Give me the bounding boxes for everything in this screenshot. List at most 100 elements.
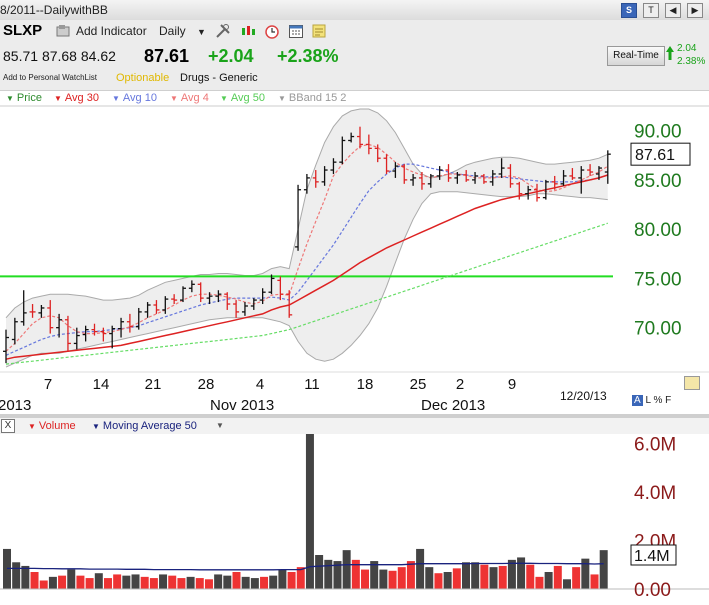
volume-bar bbox=[241, 576, 250, 589]
price-bar bbox=[427, 173, 434, 188]
price-bar bbox=[525, 185, 532, 200]
panel-divider[interactable] bbox=[0, 414, 709, 418]
calendar-icon[interactable] bbox=[288, 23, 304, 39]
chevron-down-icon: ▼ bbox=[92, 422, 100, 431]
volume-bar bbox=[342, 550, 351, 589]
last-volume-box bbox=[630, 544, 677, 566]
pencil-icon[interactable] bbox=[684, 376, 700, 390]
volume-bar bbox=[535, 576, 544, 589]
price-bar bbox=[498, 158, 505, 178]
chart-settings-title[interactable]: 8/2011--DailywithBB bbox=[0, 3, 108, 17]
legend-avg30-label: Avg 30 bbox=[64, 92, 99, 104]
last-price-box bbox=[630, 142, 691, 166]
add-indicator-button[interactable]: Add Indicator bbox=[76, 24, 147, 38]
volume-bar bbox=[168, 575, 177, 589]
volume-bar bbox=[177, 578, 186, 589]
scale-a-button[interactable]: A bbox=[632, 395, 643, 406]
chevron-down-icon[interactable]: ▼ bbox=[216, 421, 224, 430]
volume-toolbar: X ▼ Volume ▼ Moving Average 50 ▼ bbox=[0, 418, 709, 434]
price-bar bbox=[383, 154, 390, 174]
chevron-down-icon: ▼ bbox=[278, 94, 286, 103]
chevron-down-icon[interactable]: ▼ bbox=[197, 27, 206, 37]
symbol-label[interactable]: SLXP bbox=[3, 22, 43, 39]
last-volume-label: 1.4M bbox=[634, 548, 670, 565]
avg30-line bbox=[5, 174, 609, 360]
add-indicator-icon[interactable] bbox=[55, 23, 71, 39]
volume-bar bbox=[140, 576, 149, 589]
legend-avg4[interactable]: ▼ Avg 4 bbox=[170, 92, 209, 104]
volume-bar bbox=[388, 570, 397, 589]
price-bar bbox=[64, 315, 71, 352]
date-axis-tick-label: 18 bbox=[357, 376, 374, 393]
overlay-legend: ▼ Price ▼ Avg 30 ▼ Avg 10 ▼ Avg 4 ▼ Avg 50 ▼ B… bbox=[0, 90, 709, 106]
share-button[interactable]: S bbox=[621, 3, 637, 18]
ma-legend[interactable]: ▼ Moving Average 50 bbox=[92, 420, 197, 432]
price-bar bbox=[188, 280, 195, 293]
close-icon[interactable]: X bbox=[1, 419, 15, 433]
scale-l-button[interactable]: L bbox=[645, 395, 651, 406]
ohl-values: 85.71 87.68 84.62 bbox=[3, 48, 116, 64]
tools-icon[interactable] bbox=[215, 23, 231, 39]
price-bar bbox=[480, 173, 487, 184]
date-axis-tick-label: 14 bbox=[93, 376, 110, 393]
date-axis-tick-label: 4 bbox=[256, 376, 264, 393]
volume-bar bbox=[85, 578, 94, 589]
volume-axis-tick-label: 0.00 bbox=[634, 580, 671, 601]
realtime-button[interactable]: Real-Time bbox=[607, 46, 665, 66]
price-bar bbox=[595, 166, 602, 180]
volume-bar bbox=[223, 575, 232, 589]
window-buttons: S T ◀ ▶ bbox=[621, 3, 703, 18]
alarm-clock-icon[interactable] bbox=[264, 23, 280, 39]
date-axis-tick-label: 11 bbox=[304, 376, 320, 393]
volume-bar bbox=[471, 562, 480, 589]
volume-bar bbox=[333, 561, 342, 589]
price-bar bbox=[295, 184, 302, 251]
volume-legend[interactable]: ▼ Volume bbox=[28, 420, 76, 432]
volume-bar bbox=[76, 575, 85, 589]
industry-label: Drugs - Generic bbox=[180, 72, 258, 84]
price-bar bbox=[516, 181, 523, 200]
volume-bar bbox=[351, 559, 360, 589]
scale-percent-button[interactable]: % bbox=[653, 395, 663, 406]
note-icon[interactable] bbox=[311, 23, 327, 39]
price-bar bbox=[3, 329, 9, 364]
price-bar bbox=[551, 175, 558, 190]
price-bar bbox=[560, 170, 567, 186]
price-bar bbox=[250, 298, 257, 310]
volume-bar bbox=[296, 567, 305, 589]
volume-bar bbox=[315, 555, 324, 589]
add-to-watchlist-link[interactable]: Add to Personal WatchList bbox=[3, 73, 97, 82]
legend-bband[interactable]: ▼ BBand 15 2 bbox=[278, 92, 346, 104]
price-bar bbox=[91, 323, 98, 336]
period-dropdown[interactable]: Daily bbox=[159, 24, 186, 38]
toolbar-toggle-button[interactable]: T bbox=[643, 3, 659, 18]
price-bar bbox=[357, 126, 363, 149]
volume-bar bbox=[113, 574, 122, 589]
candlestick-icon[interactable] bbox=[240, 23, 256, 39]
legend-avg30[interactable]: ▼ Avg 30 bbox=[54, 92, 99, 104]
legend-avg10[interactable]: ▼ Avg 10 bbox=[112, 92, 157, 104]
price-bar bbox=[454, 172, 461, 184]
chevron-down-icon: ▼ bbox=[220, 94, 228, 103]
price-bar bbox=[47, 300, 54, 334]
volume-bar bbox=[48, 576, 57, 589]
price-bar bbox=[587, 164, 594, 176]
realtime-change-percent: 2.38% bbox=[677, 56, 706, 67]
volume-bar bbox=[562, 579, 571, 589]
bband-lower-line bbox=[5, 191, 608, 368]
volume-bar bbox=[159, 574, 168, 589]
forward-button[interactable]: ▶ bbox=[687, 3, 703, 18]
price-bar bbox=[348, 132, 355, 143]
last-price: 87.61 bbox=[144, 46, 190, 66]
price-bar bbox=[410, 173, 417, 186]
back-button[interactable]: ◀ bbox=[665, 3, 681, 18]
price-bar bbox=[180, 286, 186, 303]
price-bar bbox=[259, 288, 266, 305]
quote-panel: 85.71 87.68 84.62 87.61 +2.04 +2.38% Add… bbox=[0, 42, 709, 91]
price-bar bbox=[241, 302, 248, 316]
legend-avg50[interactable]: ▼ Avg 50 bbox=[220, 92, 265, 104]
scale-f-button[interactable]: F bbox=[665, 395, 672, 406]
volume-bar bbox=[590, 574, 599, 589]
legend-price[interactable]: ▼ Price bbox=[6, 92, 42, 104]
